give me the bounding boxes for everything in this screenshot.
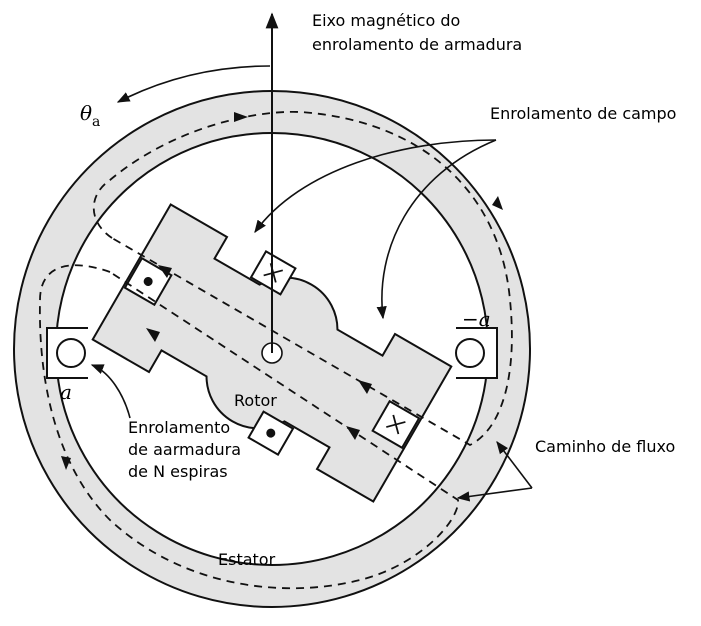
flux-path-lower [39,264,459,590]
armature-label-line1: Enrolamento [128,418,230,437]
field-winding-leader-2 [376,139,497,320]
armature-label-line3: de N espiras [128,462,228,481]
field-coil-left [123,256,173,307]
theta-label: θa [80,101,100,130]
field-winding-label: Enrolamento de campo [490,104,676,123]
flux-arrows [61,112,503,470]
flux-leader-2 [456,487,533,502]
minus-a-label: −a [462,307,491,331]
flux-leader-1 [496,440,533,489]
theta-symbol: θ [80,101,92,125]
field-coil-bottom [247,410,295,456]
field-coil-top [249,250,297,296]
flux-path-label: Caminho de fluxo [535,437,675,456]
stator-label: Estator [218,550,276,569]
stator-ring [13,90,531,608]
field-winding-leader-1 [254,139,497,234]
field-coil-right [371,399,421,450]
flux-path-upper [92,110,513,447]
stator-slot-right [455,327,498,379]
theta-arrow [116,65,271,103]
rotor-label: Rotor [234,391,277,410]
axis-label-line2: enrolamento de armadura [312,35,522,54]
armature-leader [90,364,131,419]
stator-slot-left [46,327,88,379]
theta-subscript: a [92,114,100,130]
armature-label-line2: de aarmadura [128,440,241,459]
axis-label-line1: Eixo magnético do [312,11,460,30]
a-label: a [60,380,72,404]
